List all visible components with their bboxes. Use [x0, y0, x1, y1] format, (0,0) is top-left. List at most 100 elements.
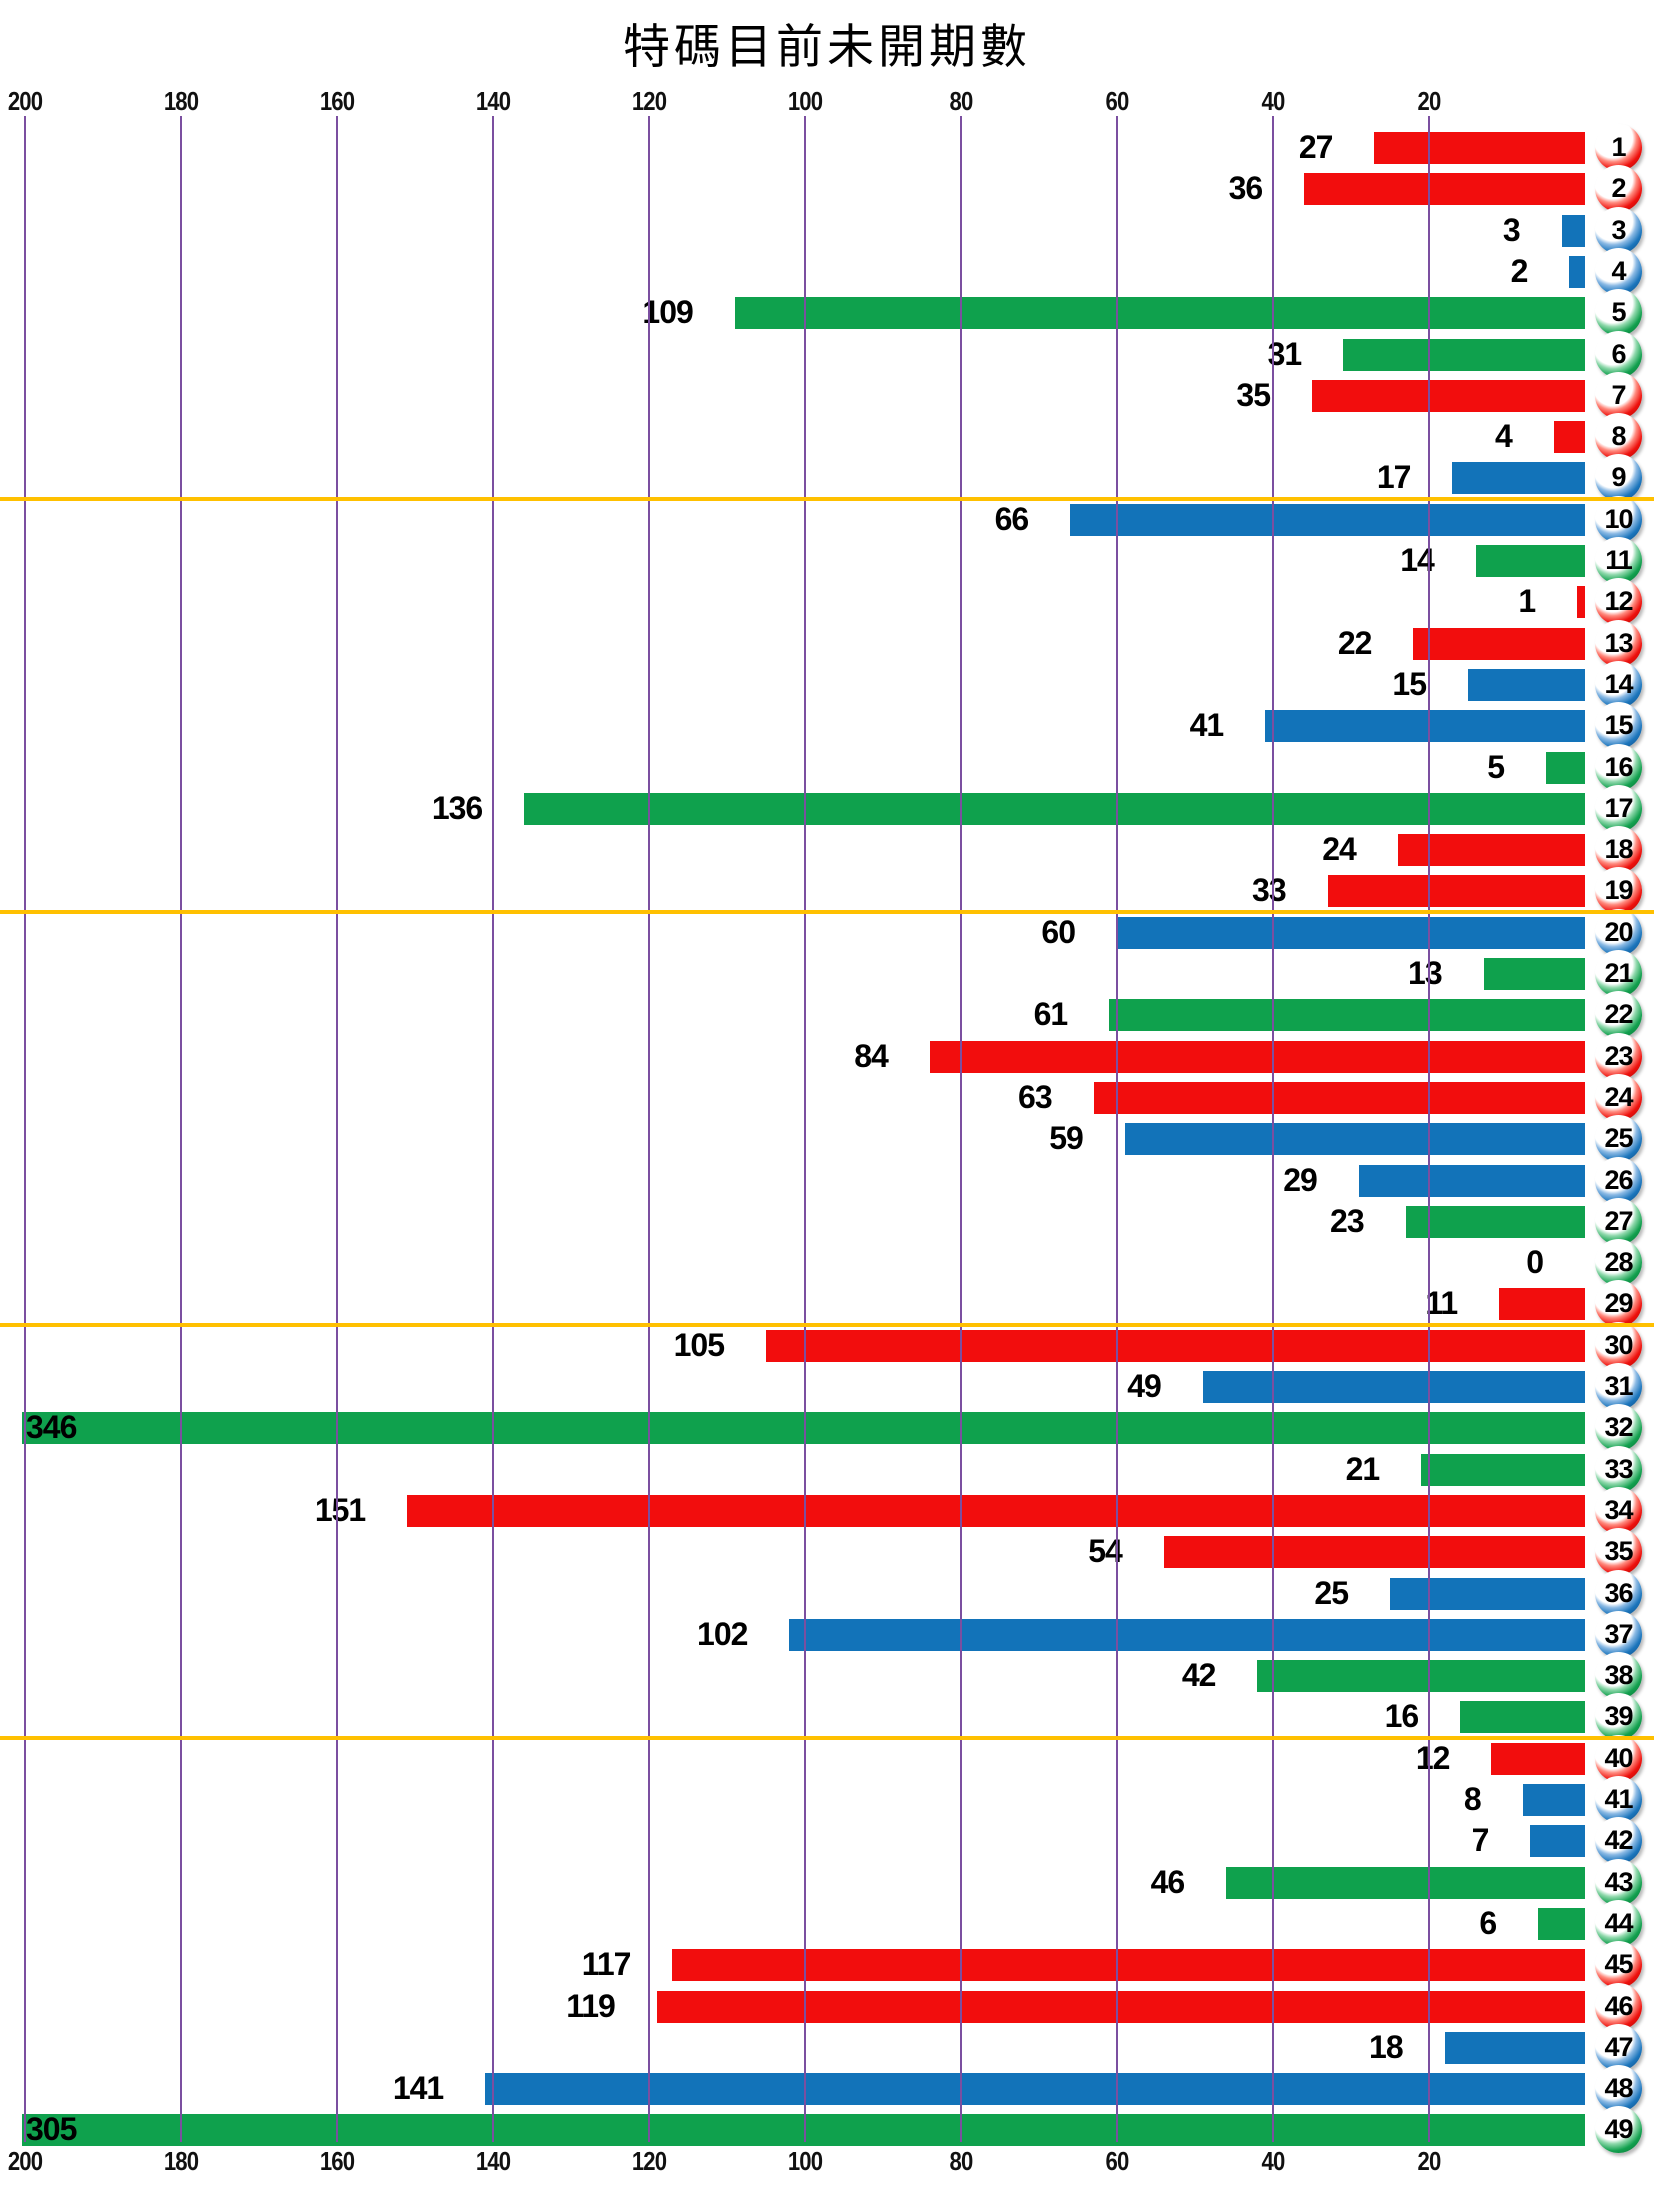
chart-row: 61 22 — [0, 991, 1654, 1039]
value-label: 151 — [314, 1491, 366, 1528]
ball-number: 18 — [1604, 834, 1633, 865]
value-bar — [1468, 668, 1585, 701]
value-label: 29 — [1283, 1161, 1318, 1198]
gridline — [804, 116, 806, 2142]
chart-row: 117 45 — [0, 1941, 1654, 1989]
axis-tick-label: 140 — [475, 86, 511, 116]
value-label: 27 — [1298, 129, 1334, 165]
lottery-ball-icon: 43 — [1595, 1858, 1642, 1906]
chart-row: 136 17 — [0, 784, 1654, 832]
value-bar — [1499, 1288, 1585, 1321]
chart-row: 46 43 — [0, 1858, 1654, 1906]
value-label: 6 — [1479, 1904, 1497, 1941]
value-bar — [1304, 173, 1585, 206]
ball-number: 29 — [1604, 1288, 1633, 1319]
value-label: 1 — [1518, 583, 1536, 620]
ball-number: 5 — [1611, 297, 1626, 328]
value-bar — [22, 2114, 1585, 2147]
chart-row: 63 24 — [0, 1073, 1654, 1121]
gridline — [1116, 116, 1118, 2142]
value-bar — [1124, 1123, 1585, 1156]
value-label: 4 — [1495, 418, 1513, 455]
value-bar — [656, 1990, 1585, 2023]
ball-number: 46 — [1604, 1990, 1633, 2021]
ball-number: 17 — [1604, 792, 1633, 823]
value-label: 7 — [1471, 1822, 1490, 1859]
axis-tick-label: 100 — [787, 86, 823, 116]
chart-row: 21 33 — [0, 1445, 1654, 1493]
ball-number: 41 — [1604, 1784, 1633, 1814]
ball-number: 45 — [1604, 1949, 1633, 1980]
gridline — [180, 116, 182, 2142]
lottery-ball-icon: 45 — [1595, 1941, 1642, 1989]
ball-number: 2 — [1611, 173, 1626, 204]
axis-tick-label: 160 — [319, 86, 355, 116]
ball-number: 43 — [1604, 1866, 1633, 1897]
chart-row: 36 2 — [0, 165, 1654, 213]
chart-row: 7 42 — [0, 1817, 1654, 1865]
ball-number: 3 — [1611, 214, 1626, 245]
chart-row: 11 29 — [0, 1280, 1654, 1328]
ball-number: 4 — [1611, 255, 1626, 286]
chart-row: 6 44 — [0, 1899, 1654, 1947]
chart-row: 105 30 — [0, 1321, 1654, 1369]
lottery-ball-icon: 4 — [1595, 247, 1642, 295]
gridline — [336, 116, 338, 2142]
lottery-ball-icon: 48 — [1595, 2065, 1642, 2113]
gridline — [492, 116, 494, 2142]
axis-tick-label: 140 — [475, 2146, 511, 2176]
lottery-ball-icon: 29 — [1595, 1280, 1642, 1328]
value-label: 346 — [26, 1409, 77, 1446]
ball-number: 47 — [1604, 2031, 1633, 2062]
ball-number: 23 — [1604, 1040, 1633, 1071]
ball-number: 14 — [1604, 668, 1633, 699]
value-bar — [672, 1949, 1585, 1982]
value-label: 21 — [1345, 1450, 1381, 1487]
value-bar — [1265, 710, 1585, 743]
value-label: 60 — [1041, 913, 1076, 950]
value-bar — [1413, 627, 1585, 660]
value-label: 22 — [1337, 624, 1373, 661]
chart-row: 0 28 — [0, 1239, 1654, 1287]
lottery-ball-icon: 33 — [1595, 1445, 1642, 1493]
lottery-ball-icon: 13 — [1595, 619, 1642, 667]
ball-number: 37 — [1604, 1618, 1633, 1649]
chart-row: 13 21 — [0, 950, 1654, 997]
value-label: 66 — [994, 500, 1030, 537]
value-bar — [1163, 1536, 1585, 1569]
axis-tick-label: 120 — [631, 86, 667, 116]
ball-number: 33 — [1604, 1453, 1633, 1484]
value-bar — [1491, 1742, 1585, 1775]
value-bar — [1522, 1784, 1585, 1816]
chart-row: 151 34 — [0, 1486, 1654, 1534]
lottery-ball-icon: 7 — [1595, 371, 1642, 419]
lottery-ball-icon: 34 — [1595, 1486, 1642, 1534]
value-label: 16 — [1384, 1698, 1420, 1735]
lottery-ball-icon: 37 — [1595, 1610, 1642, 1658]
value-label: 42 — [1181, 1657, 1217, 1694]
value-bar — [1070, 503, 1585, 536]
value-bar — [734, 297, 1585, 330]
lottery-ball-icon: 25 — [1595, 1115, 1642, 1163]
value-label: 24 — [1322, 831, 1357, 868]
value-bar — [1327, 875, 1585, 908]
ball-number: 13 — [1604, 627, 1633, 658]
ball-number: 19 — [1604, 875, 1633, 906]
lottery-ball-icon: 20 — [1595, 908, 1642, 956]
axis-tick-label: 120 — [631, 2146, 667, 2176]
gridline — [24, 116, 26, 2142]
chart-row: 18 47 — [0, 2023, 1654, 2071]
lottery-ball-icon: 49 — [1595, 2106, 1642, 2154]
chart-row: 25 36 — [0, 1569, 1654, 1617]
lottery-ball-icon: 3 — [1595, 206, 1642, 254]
chart-row: 60 20 — [0, 908, 1654, 956]
value-label: 23 — [1330, 1202, 1365, 1239]
value-label: 13 — [1408, 955, 1443, 991]
ball-number: 40 — [1604, 1742, 1633, 1773]
value-label: 35 — [1236, 376, 1271, 413]
value-bar — [22, 1412, 1585, 1445]
ball-number: 8 — [1611, 421, 1626, 452]
ball-number: 11 — [1605, 545, 1633, 575]
value-label: 2 — [1510, 252, 1529, 289]
